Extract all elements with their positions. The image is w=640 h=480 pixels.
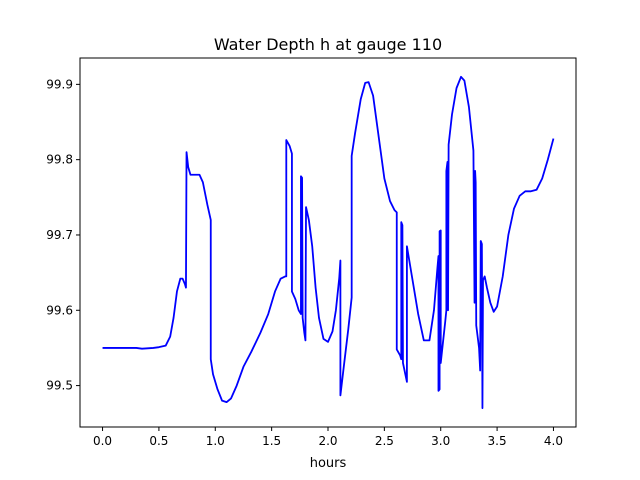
y-tick-label: 99.8	[46, 153, 73, 167]
x-tick-label: 0.0	[93, 434, 112, 448]
series-line	[102, 75, 555, 410]
y-axis: 99.5 99.6 99.7 99.8 99.9	[46, 77, 80, 393]
x-tick-label: 2.5	[375, 434, 394, 448]
x-tick-label: 4.0	[544, 434, 563, 448]
x-axis: 0.0 0.5 1.0 1.5 2.0 2.5 3.0 3.5 4.0	[93, 427, 563, 448]
x-tick-label: 3.5	[488, 434, 507, 448]
x-tick-label: 0.5	[149, 434, 168, 448]
x-tick-label: 1.0	[206, 434, 225, 448]
y-tick-label: 99.5	[46, 379, 73, 393]
y-tick-label: 99.9	[46, 77, 73, 91]
x-axis-label: hours	[310, 456, 347, 471]
y-tick-label: 99.6	[46, 303, 73, 317]
chart-title: Water Depth h at gauge 110	[214, 35, 442, 54]
y-tick-label: 99.7	[46, 228, 73, 242]
x-tick-label: 1.5	[262, 434, 281, 448]
x-tick-label: 3.0	[431, 434, 450, 448]
x-tick-label: 2.0	[318, 434, 337, 448]
